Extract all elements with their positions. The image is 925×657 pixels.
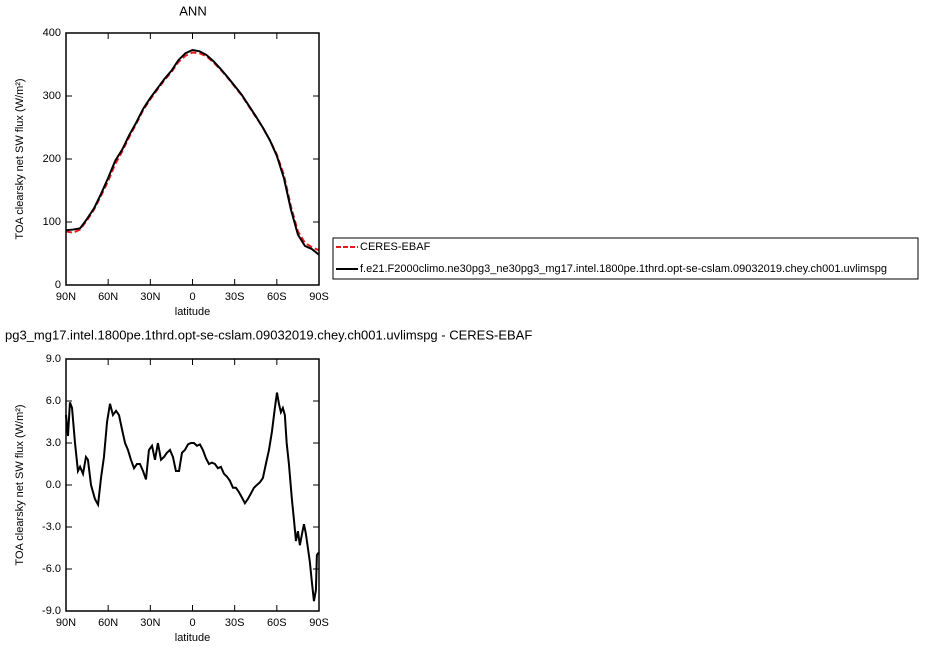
y-tick-label: 100 (43, 216, 61, 228)
y-tick-label: 0.0 (46, 479, 61, 491)
y-tick-label: -6.0 (42, 563, 61, 575)
legend-label: f.e21.F2000climo.ne30pg3_ne30pg3_mg17.in… (360, 263, 887, 275)
y-tick-label: 3.0 (46, 437, 61, 449)
x-tick-label: 30S (225, 617, 245, 629)
x-tick-label: 0 (189, 291, 195, 303)
x-tick-label: 60S (267, 291, 287, 303)
plot-frame (65, 358, 320, 612)
y-tick-label: 300 (43, 90, 61, 102)
x-tick-label: 0 (189, 617, 195, 629)
x-tick-label: 60S (267, 617, 287, 629)
y-tick-label: 400 (43, 27, 61, 39)
data-line (65, 392, 320, 602)
chart-title: pg3_mg17.intel.1800pe.1thrd.opt-se-cslam… (5, 327, 532, 342)
chart-title: ANN (179, 3, 206, 18)
x-tick-label: 30N (140, 291, 160, 303)
y-tick-label: 200 (43, 153, 61, 165)
y-tick-label: -9.0 (42, 605, 61, 617)
x-tick-label: 30N (140, 617, 160, 629)
plot-frame (65, 32, 320, 286)
y-axis-label: TOA clearsky net SW flux (W/m²) (14, 404, 26, 565)
x-tick-label: 60N (98, 617, 118, 629)
data-line (65, 48, 320, 256)
y-tick-label: -3.0 (42, 521, 61, 533)
x-axis-label: latitude (175, 632, 210, 644)
x-tick-label: 30S (225, 291, 245, 303)
data-line (65, 51, 320, 252)
y-tick-label: 9.0 (46, 353, 61, 365)
y-axis-label: TOA clearsky net SW flux (W/m²) (14, 78, 26, 239)
legend-box (332, 237, 919, 280)
x-tick-label: 90N (56, 291, 76, 303)
y-tick-label: 0 (55, 279, 61, 291)
x-tick-label: 60N (98, 291, 118, 303)
x-tick-label: 90N (56, 617, 76, 629)
x-tick-label: 90S (309, 617, 329, 629)
x-axis-label: latitude (175, 306, 210, 318)
legend-label: CERES-EBAF (360, 241, 431, 253)
x-tick-label: 90S (309, 291, 329, 303)
y-tick-label: 6.0 (46, 395, 61, 407)
